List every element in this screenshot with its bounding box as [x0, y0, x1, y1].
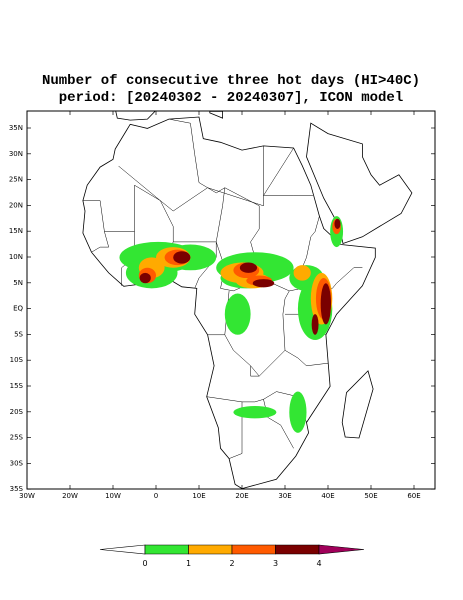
lon-tick-label: 30W [19, 492, 35, 500]
lat-tick-label: 15N [9, 227, 23, 235]
title-line: Number of consecutive three hot days (HI… [42, 73, 420, 89]
border [250, 365, 260, 377]
map-area [82, 111, 413, 489]
border [118, 145, 264, 212]
lat-tick-label: 10S [10, 356, 24, 364]
hot-days-area [224, 293, 251, 335]
lat-tick-label: 5S [14, 330, 23, 338]
colorbar-segment [318, 544, 365, 555]
colorbar-segment [275, 544, 320, 555]
hot-days-area [334, 218, 341, 230]
colorbar-label: 3 [273, 559, 278, 568]
lat-tick-label: EQ [13, 305, 23, 313]
border [194, 241, 217, 289]
colorbar-segment [144, 544, 189, 555]
lat-tick-label: 20S [10, 408, 24, 416]
lon-tick-label: 20E [235, 492, 248, 500]
lat-tick-label: 15S [10, 382, 24, 390]
title-line: period: [20240302 - 20240307], ICON mode… [59, 90, 403, 106]
hot-days-area [293, 265, 311, 281]
border [215, 187, 226, 242]
border [284, 350, 329, 367]
lat-tick-label: 5N [13, 279, 23, 287]
hot-days-area [289, 391, 307, 433]
colorbar-label: 1 [186, 559, 191, 568]
lon-tick-label: 10E [192, 492, 205, 500]
colorbar-label: 0 [142, 559, 147, 568]
map-frame [26, 110, 436, 490]
lat-tick-label: 35N [9, 124, 23, 132]
border [91, 231, 110, 253]
hot-days-area [320, 283, 332, 325]
hot-days-area [173, 251, 191, 264]
colorbar-segment [231, 544, 276, 555]
lat-tick-label: 10N [9, 253, 23, 261]
lon-tick-label: 20W [62, 492, 78, 500]
lon-tick-label: 40E [321, 492, 334, 500]
border [82, 184, 273, 292]
colorbar-label: 2 [229, 559, 234, 568]
border [263, 147, 294, 196]
lon-tick-label: 30E [278, 492, 291, 500]
hot-days-area [239, 262, 258, 273]
lat-tick-label: 30N [9, 150, 23, 158]
hot-days-area [311, 314, 319, 335]
coastline [209, 111, 223, 119]
colorbar-label: 4 [316, 559, 321, 568]
lon-tick-label: 60E [407, 492, 420, 500]
lon-tick-label: 0 [154, 492, 158, 500]
lon-tick-label: 50E [364, 492, 377, 500]
border [263, 399, 294, 449]
lat-tick-label: 25N [9, 176, 23, 184]
lon-tick-label: 10W [105, 492, 121, 500]
coastline [341, 370, 374, 439]
hot-days-area [139, 272, 151, 284]
hot-days-area [252, 279, 275, 288]
colorbar-segment [99, 544, 146, 555]
colorbar-segment [188, 544, 233, 555]
lat-tick-label: 25S [10, 434, 24, 442]
lat-tick-label: 20N [9, 201, 23, 209]
coastline [115, 111, 156, 121]
lat-tick-label: 35S [10, 485, 24, 493]
hot-days-area [233, 406, 277, 419]
lat-tick-label: 30S [10, 459, 24, 467]
